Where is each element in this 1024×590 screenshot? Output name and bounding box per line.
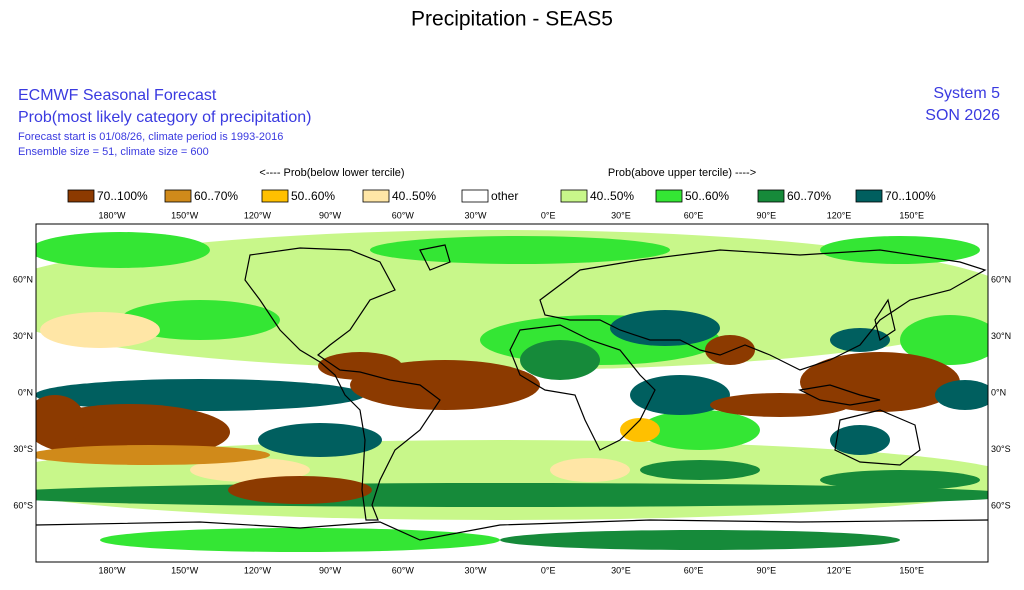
lon-label: 150°W (171, 210, 199, 220)
probability-area (100, 528, 500, 552)
probability-area (258, 423, 382, 457)
probability-area (705, 335, 755, 365)
lon-label: 60°W (392, 210, 415, 220)
probability-area (610, 310, 720, 346)
legend-label: <---- Prob(below lower tercile) (259, 167, 404, 179)
map-ticks: 180°W 180°W 150°W 150°W 120°W 120°W 90°W 90°W 60… (13, 210, 1011, 575)
lon-label: 60°W (392, 565, 415, 575)
legend-swatch (67, 189, 95, 203)
lat-label: 60°N (13, 274, 33, 284)
probability-area (36, 230, 988, 370)
lon-label: 150°W (171, 565, 199, 575)
probability-area (36, 445, 270, 465)
map (36, 224, 988, 562)
lon-label: 150°E (899, 210, 924, 220)
probability-area (830, 425, 890, 455)
lon-label: 60°E (684, 565, 704, 575)
legend-entry: 60..70% (194, 189, 238, 203)
probability-area (640, 410, 760, 450)
legend-swatch (560, 189, 588, 203)
header-right: SON 2026 (925, 107, 1000, 124)
lat-label: 0°N (991, 387, 1006, 397)
map-frame (35, 223, 989, 563)
probability-area (370, 236, 670, 264)
probability-area (640, 460, 760, 480)
legend-entry: 40..50% (590, 189, 634, 203)
legend-swatch (164, 189, 192, 203)
probability-area (800, 352, 960, 412)
legend-entry: 60..70% (787, 189, 831, 203)
lon-label: 60°E (684, 210, 704, 220)
probability-area (620, 418, 660, 442)
header-line: Forecast start is 01/08/26, climate peri… (18, 131, 283, 143)
legend-entry: other (491, 189, 518, 203)
header-line: Ensemble size = 51, climate size = 600 (18, 146, 209, 158)
lon-label: 150°E (899, 565, 924, 575)
legend-entry: 50..60% (291, 189, 335, 203)
lat-label: 60°S (991, 500, 1011, 510)
probability-area (500, 530, 900, 550)
probability-area (228, 476, 372, 504)
probability-area (36, 379, 365, 411)
header-right: System 5 (933, 85, 1000, 102)
legend-swatch (461, 189, 489, 203)
lon-label: 120°E (827, 210, 852, 220)
legend-entry: 70..100% (885, 189, 936, 203)
lon-label: 180°W (98, 210, 126, 220)
legend-label: Prob(above upper tercile) ----> (608, 167, 756, 179)
lon-label: 30°W (464, 565, 487, 575)
legend-entry: 40..50% (392, 189, 436, 203)
lon-label: 120°E (827, 565, 852, 575)
lon-label: 30°E (611, 210, 631, 220)
lat-label: 30°S (13, 444, 33, 454)
lon-label: 180°W (98, 565, 126, 575)
probability-area (40, 312, 160, 348)
lat-label: 0°N (18, 387, 33, 397)
legend-swatch (757, 189, 785, 203)
legend-entry: 70..100% (97, 189, 148, 203)
probability-area (820, 236, 980, 264)
lon-label: 0°E (541, 565, 556, 575)
legend-swatch (261, 189, 289, 203)
lon-label: 30°E (611, 565, 631, 575)
coastlines (36, 244, 988, 541)
probability-area (36, 395, 85, 445)
lon-label: 120°W (244, 565, 272, 575)
page-title: Precipitation - SEAS5 (411, 8, 613, 31)
probability-area (36, 232, 210, 268)
lon-label: 90°W (319, 565, 342, 575)
lat-label: 60°N (991, 274, 1011, 284)
legend-entry: 50..60% (685, 189, 729, 203)
legend: 70..100% 60..70% 50..60% 40..50% other 40..50… (67, 189, 936, 203)
probability-area (318, 352, 402, 380)
lon-label: 90°E (756, 565, 776, 575)
probability-area (935, 380, 988, 410)
probability-area (820, 470, 980, 490)
lon-label: 90°W (319, 210, 342, 220)
header-line: ECMWF Seasonal Forecast (18, 87, 217, 104)
probability-area (830, 328, 890, 352)
lon-label: 30°W (464, 210, 487, 220)
probability-area (350, 360, 540, 410)
legend-swatch (362, 189, 390, 203)
probability-area (630, 375, 730, 415)
probability-area (190, 458, 310, 482)
lat-label: 30°S (991, 444, 1011, 454)
header-line: Prob(most likely category of precipitati… (18, 109, 311, 126)
probability-area (550, 458, 630, 482)
lat-label: 30°N (991, 331, 1011, 341)
probability-area (520, 340, 600, 380)
lon-label: 120°W (244, 210, 272, 220)
lon-label: 90°E (756, 210, 776, 220)
lat-label: 60°S (13, 500, 33, 510)
legend-swatch (655, 189, 683, 203)
lon-label: 0°E (541, 210, 556, 220)
probability-field (36, 230, 988, 552)
lat-label: 30°N (13, 331, 33, 341)
legend-swatch (855, 189, 883, 203)
probability-area (900, 315, 988, 365)
